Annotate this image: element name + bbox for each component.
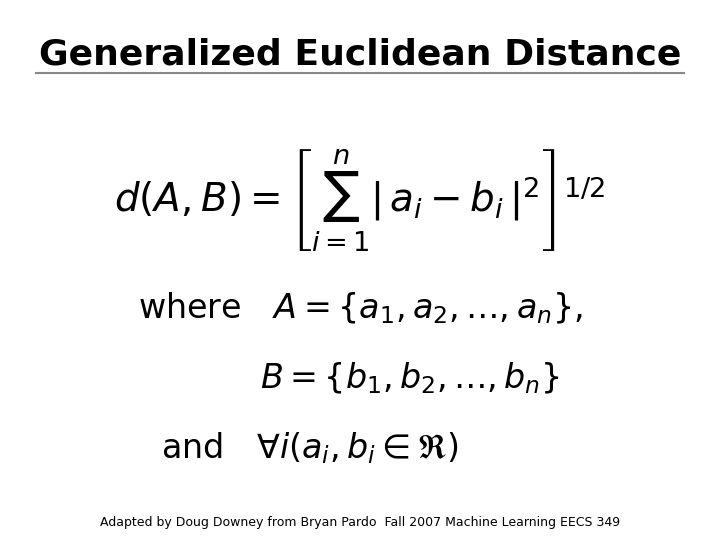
Text: Adapted by Doug Downey from Bryan Pardo  Fall 2007 Machine Learning EECS 349: Adapted by Doug Downey from Bryan Pardo … — [100, 516, 620, 529]
Text: $\mathrm{and} \quad \forall i(a_i, b_i \in \mathfrak{R})$: $\mathrm{and} \quad \forall i(a_i, b_i \… — [161, 430, 459, 466]
Text: $B = \{b_1, b_2, \ldots, b_n\}$: $B = \{b_1, b_2, \ldots, b_n\}$ — [261, 360, 560, 396]
Text: $d(A,B) = \left[\sum_{i=1}^{n} |\, a_i - b_i\, |^2 \right]^{1/2}$: $d(A,B) = \left[\sum_{i=1}^{n} |\, a_i -… — [114, 147, 606, 253]
Text: Generalized Euclidean Distance: Generalized Euclidean Distance — [39, 38, 681, 72]
Text: $\mathrm{where} \quad A = \{a_1, a_2, \ldots, a_n\},$: $\mathrm{where} \quad A = \{a_1, a_2, \l… — [138, 290, 582, 326]
